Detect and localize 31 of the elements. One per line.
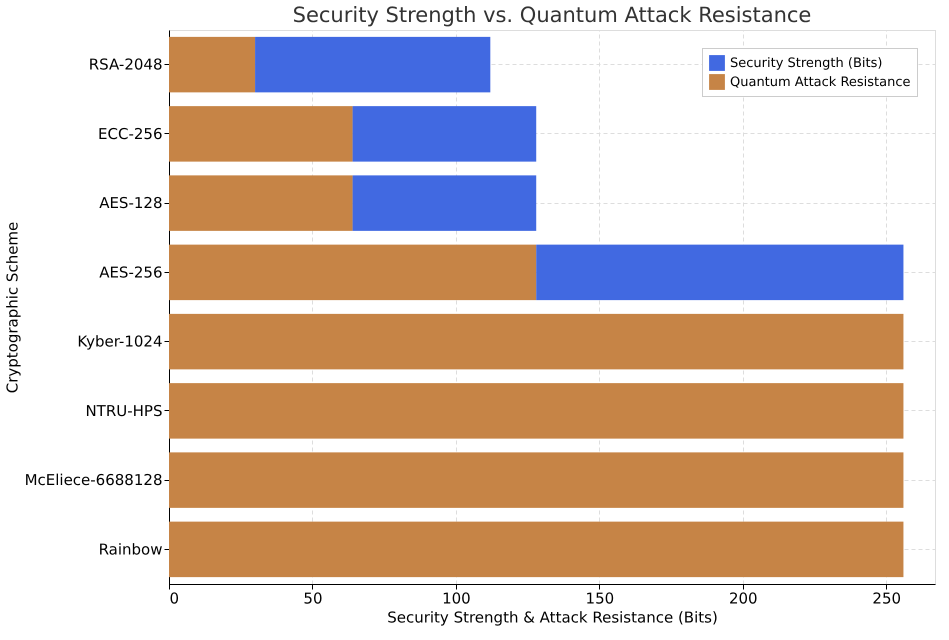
y-tick-label: RSA-2048 [88, 56, 162, 74]
bar [169, 106, 353, 162]
y-tick-label: NTRU-HPS [85, 402, 162, 420]
chart-title: Security Strength vs. Quantum Attack Resistance [292, 3, 812, 27]
y-tick-label: AES-256 [99, 263, 162, 282]
bar [169, 36, 256, 92]
bar [169, 383, 904, 439]
y-axis-title: Cryptographic Scheme [4, 222, 22, 394]
bar [352, 175, 536, 231]
y-tick-label: Kyber-1024 [77, 332, 162, 351]
bar [169, 452, 904, 508]
y-tick-label: ECC-256 [98, 124, 162, 143]
x-tick-label: 150 [586, 590, 614, 608]
x-tick-label: 250 [872, 590, 902, 608]
bar [536, 244, 904, 300]
bar [169, 244, 536, 300]
y-tick-label: Rainbow [98, 540, 162, 558]
x-tick-label: 0 [170, 590, 180, 608]
x-axis-title: Security Strength & Attack Resistance (Bits) [387, 608, 718, 626]
bar [169, 175, 353, 231]
bar [169, 522, 904, 578]
x-tick-label: 100 [442, 590, 471, 608]
y-tick-label: AES-128 [99, 194, 162, 212]
y-tick-label: McEliece-6688128 [24, 471, 162, 490]
bar [169, 314, 904, 370]
legend-label: Quantum Attack Resistance [730, 75, 910, 90]
bar [352, 106, 536, 162]
legend-label: Security Strength (Bits) [730, 56, 882, 71]
x-tick-label: 200 [728, 590, 758, 608]
x-tick-label: 50 [303, 590, 322, 608]
bar [255, 36, 490, 92]
